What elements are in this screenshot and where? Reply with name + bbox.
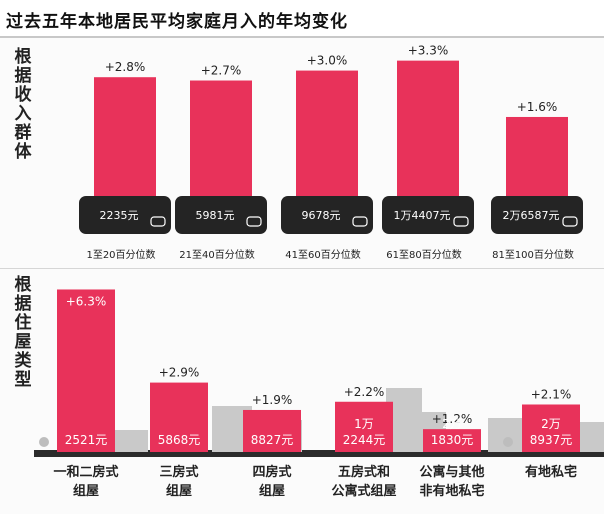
section-label-char: 住: [14, 313, 32, 333]
value-label: +3.0%: [307, 54, 348, 68]
wallet-clasp-icon: [352, 216, 368, 227]
section-label-char: 屋: [14, 332, 32, 352]
building-icon: [488, 418, 522, 452]
housing-bar: [150, 382, 208, 452]
tick-label: 三房式: [159, 464, 198, 480]
section-label-char: 入: [14, 104, 32, 124]
housing-bar: [423, 429, 481, 452]
tick-label: 61至80百分位数: [386, 248, 461, 261]
tick-label: 有地私宅: [525, 464, 577, 480]
income-amount-label: 8937元: [530, 433, 573, 447]
section-label-char: 型: [14, 370, 32, 390]
value-label: +6.3%: [66, 294, 107, 308]
tree-icon: [39, 437, 49, 447]
value-label: +2.8%: [105, 60, 146, 74]
section-label-housing: 根 据 住 屋 类 型: [12, 276, 34, 390]
wallet-clasp-icon: [246, 216, 262, 227]
tick-label: 四房式: [252, 464, 291, 480]
tick-label: 公寓与其他: [419, 464, 484, 480]
housing-bar: [335, 401, 393, 452]
tick-label: 组屋: [259, 483, 285, 499]
income-amount-label: 5981元: [196, 209, 235, 222]
section-label-char: 群: [14, 123, 32, 143]
wallet-icon: [281, 196, 373, 234]
tick-label: 1至20百分位数: [86, 248, 155, 261]
income-amount-label: 1830元: [431, 433, 474, 447]
income-amount-label: 2万: [541, 417, 561, 431]
value-label: +2.2%: [344, 385, 385, 399]
income-amount-label: 2235元: [100, 209, 139, 222]
housing-bar: [522, 404, 580, 452]
section-label-char: 根: [14, 47, 32, 67]
chart-title: 过去五年本地居民平均家庭月入的年均变化: [6, 12, 348, 32]
value-label: +1.2%: [432, 412, 473, 426]
income-amount-label: 2万: [442, 417, 462, 431]
tick-label: 81至100百分位数: [492, 248, 574, 261]
income-amount-label: 9678元: [302, 209, 341, 222]
value-label: +2.1%: [531, 387, 572, 401]
tick-label: 组屋: [166, 483, 192, 499]
section-label-char: 根: [14, 275, 32, 295]
value-label: +1.9%: [252, 393, 293, 407]
tick-label: 非有地私宅: [419, 483, 484, 499]
value-label: +2.9%: [159, 366, 200, 380]
section-label-char: 据: [14, 66, 32, 86]
section-label-char: 收: [14, 85, 32, 105]
wallet-clasp-icon: [453, 216, 469, 227]
income-amount-label: 2521元: [65, 433, 108, 447]
income-bar: [94, 77, 156, 202]
section-label-char: 据: [14, 294, 32, 314]
wallet-icon: [382, 196, 474, 234]
building-icon: [114, 430, 148, 452]
tick-label: 41至60百分位数: [285, 248, 360, 261]
section-divider: [0, 268, 604, 269]
tick-label: 一和二房式: [53, 464, 118, 480]
income-bar: [190, 80, 252, 202]
income-amount-label: 2万6587元: [503, 209, 560, 222]
tick-label: 组屋: [73, 483, 99, 499]
wallet-clasp-icon: [150, 216, 166, 227]
wallet-icon: [491, 196, 583, 234]
tick-label: 21至40百分位数: [179, 248, 254, 261]
value-label: +3.3%: [408, 44, 449, 58]
value-label: +2.7%: [201, 64, 242, 78]
income-amount-label: 8827元: [251, 433, 294, 447]
wallet-clasp-icon: [562, 216, 578, 227]
income-amount-label: 1万: [354, 417, 374, 431]
section-label-income: 根 据 收 入 群 体: [12, 48, 34, 162]
income-amount-label: 2244元: [343, 433, 386, 447]
housing-bar: [243, 409, 301, 452]
income-group-chart: +2.8% 2235元 1至20百分位数 +2.7% 5981元 21至40百分位数 +3.…: [79, 44, 583, 261]
wallet-icon: [175, 196, 267, 234]
ground-line: [34, 450, 604, 457]
housing-bar: [57, 289, 115, 452]
section-label-char: 体: [14, 142, 32, 162]
income-amount-label: 5868元: [158, 433, 201, 447]
income-bar: [506, 116, 568, 202]
value-label: +1.6%: [517, 100, 558, 114]
tree-icon: [503, 437, 513, 447]
title-bar: 过去五年本地居民平均家庭月入的年均变化: [0, 0, 604, 38]
building-icon: [578, 422, 604, 452]
income-bar: [296, 70, 358, 202]
tick-label: 公寓式组屋: [331, 483, 396, 499]
tick-label: 五房式和: [338, 464, 390, 480]
wallet-icon: [79, 196, 171, 234]
income-amount-label: 1万4407元: [394, 209, 451, 222]
section-label-char: 类: [14, 351, 32, 371]
income-bar: [397, 60, 459, 202]
